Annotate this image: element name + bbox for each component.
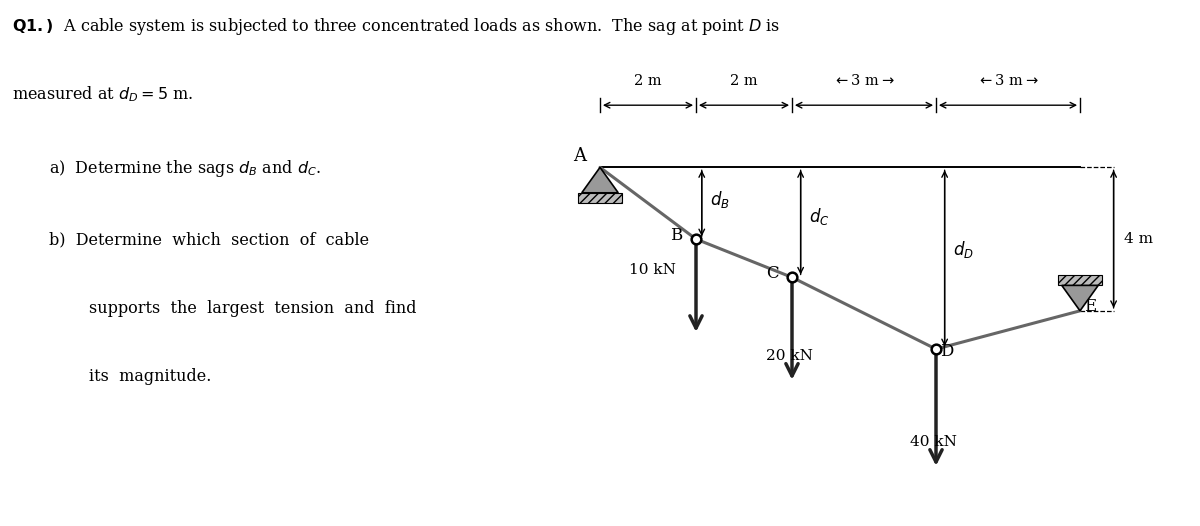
Text: 10 kN: 10 kN: [629, 263, 677, 277]
Text: C: C: [766, 265, 779, 282]
Text: $\leftarrow$3 m$\rightarrow$: $\leftarrow$3 m$\rightarrow$: [977, 74, 1039, 88]
Text: its  magnitude.: its magnitude.: [89, 368, 211, 385]
Text: $d_C$: $d_C$: [809, 206, 830, 227]
Text: $\mathbf{Q1.)}$  A cable system is subjected to three concentrated loads as show: $\mathbf{Q1.)}$ A cable system is subjec…: [12, 16, 780, 37]
Text: supports  the  largest  tension  and  find: supports the largest tension and find: [89, 300, 416, 317]
Bar: [578, 193, 622, 204]
Text: E: E: [1084, 298, 1096, 316]
Text: 40 kN: 40 kN: [910, 435, 958, 449]
Polygon shape: [1062, 286, 1098, 311]
Text: b)  Determine  which  section  of  cable: b) Determine which section of cable: [49, 231, 370, 248]
Text: $\leftarrow$3 m$\rightarrow$: $\leftarrow$3 m$\rightarrow$: [833, 74, 895, 88]
Text: B: B: [671, 227, 683, 244]
Polygon shape: [582, 167, 618, 193]
Text: measured at $d_D = 5$ m.: measured at $d_D = 5$ m.: [12, 84, 193, 104]
Text: 20 kN: 20 kN: [766, 349, 814, 363]
Text: $d_B$: $d_B$: [710, 189, 731, 210]
Text: 2 m: 2 m: [634, 75, 662, 88]
Text: $d_D$: $d_D$: [953, 239, 974, 260]
Text: 2 m: 2 m: [730, 75, 758, 88]
Text: A: A: [574, 147, 587, 165]
Text: a)  Determine the sags $d_B$ and $d_C$.: a) Determine the sags $d_B$ and $d_C$.: [49, 158, 322, 179]
Text: 4 m: 4 m: [1124, 232, 1153, 246]
Text: D: D: [940, 343, 953, 360]
Bar: [1058, 275, 1102, 286]
